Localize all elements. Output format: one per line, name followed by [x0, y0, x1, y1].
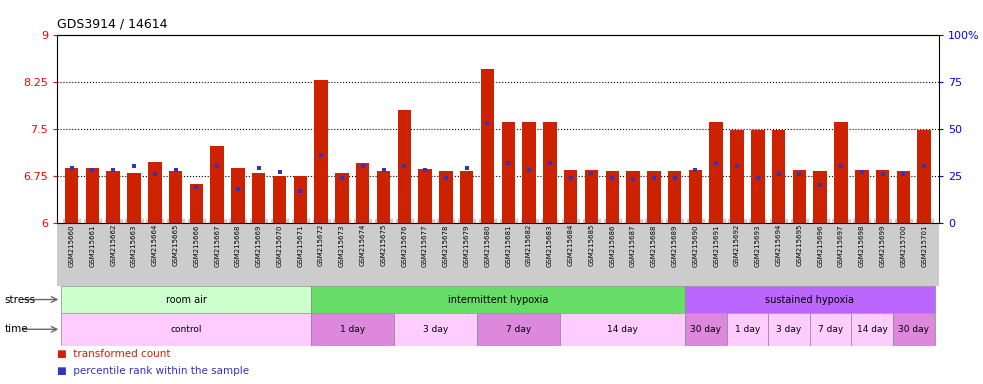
Text: 30 day: 30 day [690, 325, 722, 334]
Text: intermittent hypoxia: intermittent hypoxia [447, 295, 549, 305]
Bar [896, 170, 910, 223]
Bar [810, 313, 851, 346]
Bar [61, 313, 311, 346]
Bar [876, 170, 890, 223]
Bar [751, 130, 765, 223]
Bar [685, 313, 726, 346]
Text: sustained hypoxia: sustained hypoxia [766, 295, 854, 305]
Bar [814, 170, 827, 223]
Bar [710, 122, 723, 223]
Bar [272, 176, 286, 223]
Bar [726, 313, 769, 346]
Bar [477, 313, 560, 346]
Text: 30 day: 30 day [898, 325, 929, 334]
Bar [460, 170, 474, 223]
Bar [730, 130, 744, 223]
Bar [481, 69, 494, 223]
Bar [419, 169, 432, 223]
Bar [86, 168, 99, 223]
Text: room air: room air [165, 295, 206, 305]
Bar [626, 171, 640, 223]
Bar [685, 286, 935, 313]
Text: 7 day: 7 day [506, 325, 531, 334]
Bar [585, 170, 599, 223]
Text: 7 day: 7 day [818, 325, 843, 334]
Bar [315, 80, 328, 223]
Text: time: time [5, 324, 29, 334]
Bar [356, 163, 370, 223]
Text: ■  transformed count: ■ transformed count [57, 349, 170, 359]
Text: 14 day: 14 day [857, 325, 888, 334]
Bar [65, 168, 79, 223]
Bar [61, 286, 311, 313]
Bar [335, 172, 349, 223]
Bar [606, 170, 619, 223]
Bar [439, 170, 452, 223]
Bar [394, 313, 477, 346]
Bar [252, 172, 265, 223]
Text: ■  percentile rank within the sample: ■ percentile rank within the sample [57, 366, 249, 376]
Bar [851, 313, 893, 346]
Bar [311, 286, 685, 313]
Bar [169, 170, 182, 223]
Bar [647, 170, 661, 223]
Text: stress: stress [5, 295, 36, 305]
Bar [397, 110, 411, 223]
Bar [689, 170, 702, 223]
Bar [544, 122, 556, 223]
Bar [148, 162, 161, 223]
Bar [560, 313, 685, 346]
Bar [294, 176, 307, 223]
Bar [231, 167, 245, 223]
Bar [376, 170, 390, 223]
Bar [522, 122, 536, 223]
Bar [564, 170, 577, 223]
Bar [190, 184, 203, 223]
Text: 1 day: 1 day [340, 325, 365, 334]
Text: 14 day: 14 day [607, 325, 638, 334]
Bar [311, 313, 394, 346]
Bar [106, 170, 120, 223]
Text: 3 day: 3 day [777, 325, 802, 334]
Bar [792, 170, 806, 223]
Text: control: control [170, 325, 202, 334]
Text: GDS3914 / 14614: GDS3914 / 14614 [57, 18, 167, 31]
Text: 3 day: 3 day [423, 325, 448, 334]
Bar [893, 313, 935, 346]
Bar [210, 146, 224, 223]
Bar [127, 172, 141, 223]
Bar [835, 122, 847, 223]
Bar [501, 122, 515, 223]
Bar [772, 130, 785, 223]
Bar [917, 130, 931, 223]
Bar [855, 170, 869, 223]
Bar [667, 170, 681, 223]
Bar [769, 313, 810, 346]
Text: 1 day: 1 day [735, 325, 760, 334]
